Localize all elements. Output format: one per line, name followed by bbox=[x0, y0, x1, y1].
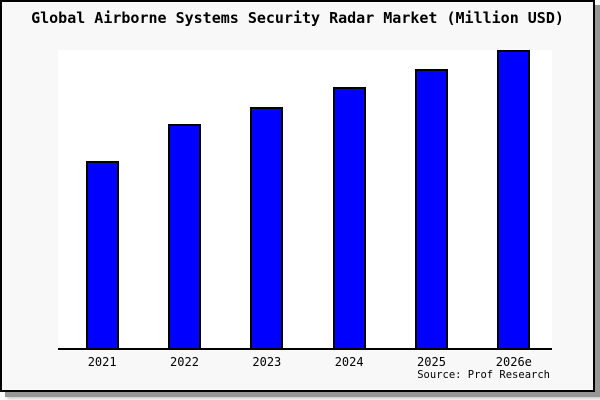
bar-2022 bbox=[168, 124, 201, 348]
bar-2023 bbox=[250, 107, 284, 348]
chart-frame: Global Airborne Systems Security Radar M… bbox=[0, 0, 595, 392]
bars-group bbox=[58, 50, 552, 348]
plot-area bbox=[58, 50, 552, 350]
x-tick-label-2025: 2025 bbox=[417, 355, 446, 369]
bar-2025 bbox=[415, 69, 448, 348]
x-tick-label-2023: 2023 bbox=[252, 355, 282, 369]
source-credit: Source: Prof Research bbox=[417, 369, 550, 381]
bar-2021 bbox=[85, 161, 119, 348]
bar-2026e bbox=[497, 50, 531, 348]
x-tick-label-2021: 2021 bbox=[87, 355, 117, 369]
x-tick-label-2024: 2024 bbox=[334, 355, 364, 369]
x-tick-label-2022: 2022 bbox=[170, 355, 199, 369]
chart-title: Global Airborne Systems Security Radar M… bbox=[31, 9, 564, 27]
bar-2024 bbox=[332, 87, 366, 348]
x-tick-label-2026e: 2026e bbox=[495, 355, 532, 369]
